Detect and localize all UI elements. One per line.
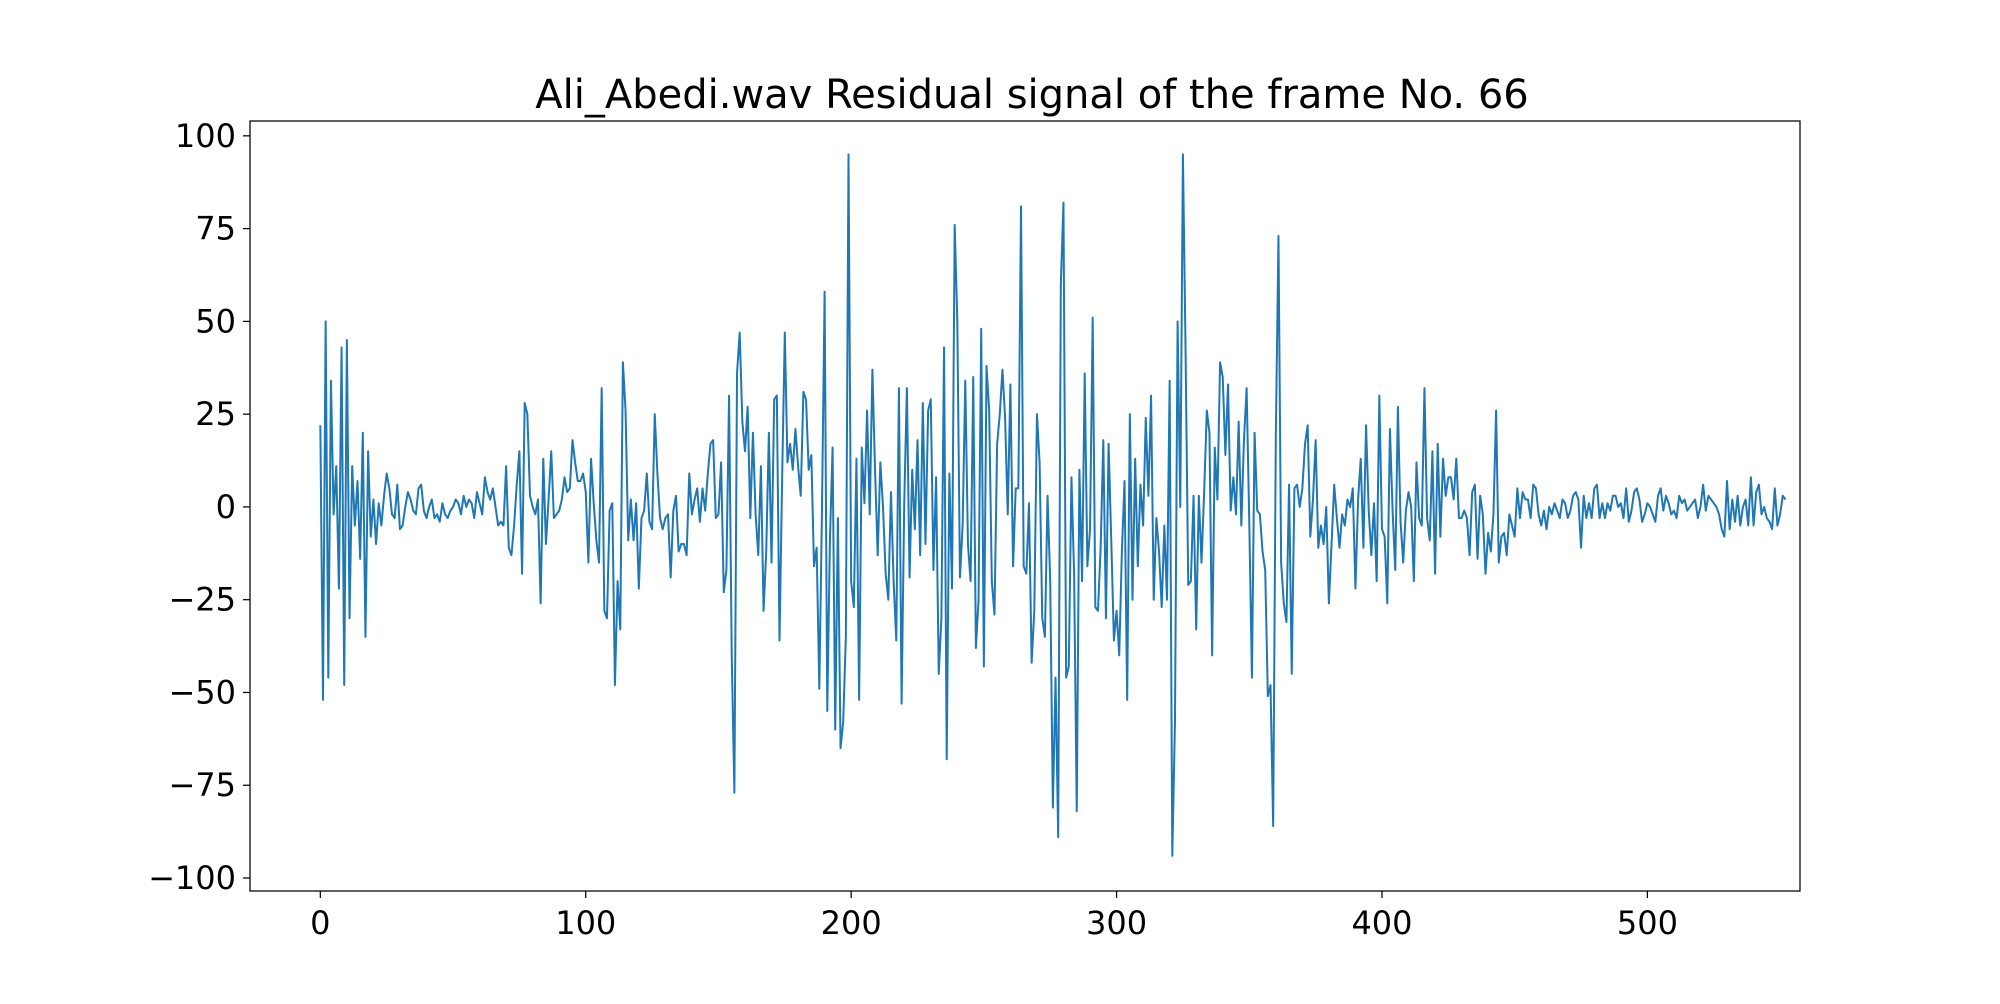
x-tick-label: 0 — [310, 904, 330, 942]
y-tick-label: −75 — [168, 766, 236, 804]
y-tick-label: −100 — [148, 859, 236, 897]
y-tick-label: 75 — [195, 210, 236, 248]
x-axis: 0 100 200 300 400 500 — [310, 891, 1678, 942]
plot-area — [319, 153, 1787, 857]
x-tick-label: 500 — [1617, 904, 1678, 942]
y-tick-label: 100 — [175, 117, 236, 155]
y-tick-label: 50 — [195, 302, 236, 340]
y-tick-label: −25 — [168, 581, 236, 619]
y-tick-label: 25 — [195, 395, 236, 433]
y-axis: −100 −75 −50 −25 0 25 50 75 100 — [148, 117, 250, 897]
axes-frame — [249, 120, 1801, 892]
x-tick-label: 100 — [555, 904, 616, 942]
x-tick-label: 200 — [821, 904, 882, 942]
x-tick-label: 300 — [1086, 904, 1147, 942]
x-tick-label: 400 — [1351, 904, 1412, 942]
series-line-0 — [319, 153, 1787, 857]
y-tick-label: −50 — [168, 673, 236, 711]
chart-title: Ali_Abedi.wav Residual signal of the fra… — [535, 72, 1528, 118]
y-tick-label: 0 — [216, 488, 236, 526]
